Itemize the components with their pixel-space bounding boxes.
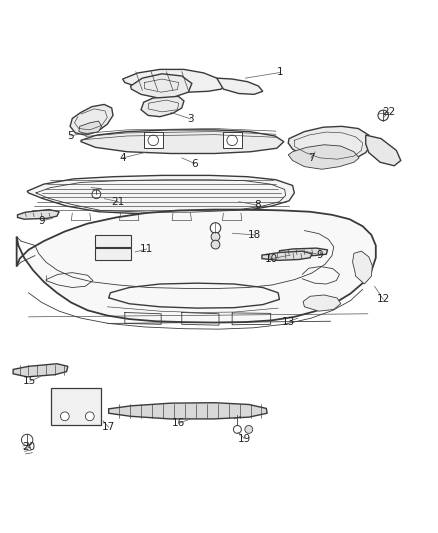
Circle shape xyxy=(21,434,33,446)
Polygon shape xyxy=(131,74,192,98)
Text: 15: 15 xyxy=(23,376,36,386)
Polygon shape xyxy=(70,104,113,135)
FancyBboxPatch shape xyxy=(95,248,131,260)
Polygon shape xyxy=(303,295,341,311)
Text: 5: 5 xyxy=(67,131,74,141)
Polygon shape xyxy=(279,248,328,256)
Text: 21: 21 xyxy=(112,197,125,207)
Text: 16: 16 xyxy=(172,418,185,429)
Circle shape xyxy=(92,190,101,199)
Text: 9: 9 xyxy=(38,216,45,226)
Polygon shape xyxy=(27,175,294,214)
Polygon shape xyxy=(262,251,312,260)
Polygon shape xyxy=(366,135,401,166)
Text: 8: 8 xyxy=(254,200,261,210)
Polygon shape xyxy=(13,364,68,377)
Text: 9: 9 xyxy=(316,249,323,260)
Text: 11: 11 xyxy=(140,244,153,254)
Polygon shape xyxy=(353,251,372,284)
Polygon shape xyxy=(79,121,102,134)
Text: 4: 4 xyxy=(119,153,126,163)
Text: 7: 7 xyxy=(307,153,314,163)
Circle shape xyxy=(245,425,253,433)
Text: 13: 13 xyxy=(282,317,295,327)
Polygon shape xyxy=(17,209,376,322)
Polygon shape xyxy=(217,78,263,94)
Circle shape xyxy=(211,240,220,249)
Circle shape xyxy=(60,412,69,421)
Text: 1: 1 xyxy=(277,68,284,77)
Text: 3: 3 xyxy=(187,114,194,124)
Polygon shape xyxy=(288,145,359,169)
Text: 12: 12 xyxy=(377,294,390,304)
Circle shape xyxy=(233,425,241,433)
Text: 6: 6 xyxy=(191,159,198,168)
Text: 18: 18 xyxy=(248,230,261,240)
Polygon shape xyxy=(141,96,184,117)
Polygon shape xyxy=(18,209,59,219)
Circle shape xyxy=(85,412,94,421)
FancyBboxPatch shape xyxy=(223,133,242,148)
Text: 17: 17 xyxy=(102,422,115,432)
Circle shape xyxy=(211,232,220,241)
Text: 20: 20 xyxy=(22,441,35,451)
Text: 10: 10 xyxy=(265,254,278,264)
Polygon shape xyxy=(109,403,267,419)
FancyBboxPatch shape xyxy=(95,235,131,247)
Text: 19: 19 xyxy=(238,434,251,443)
Text: 22: 22 xyxy=(382,107,396,117)
Circle shape xyxy=(227,135,237,146)
Polygon shape xyxy=(81,130,284,154)
Polygon shape xyxy=(288,126,371,162)
Polygon shape xyxy=(123,69,226,92)
FancyBboxPatch shape xyxy=(51,388,101,425)
Circle shape xyxy=(148,135,159,146)
FancyBboxPatch shape xyxy=(144,133,163,148)
Circle shape xyxy=(378,110,389,120)
Circle shape xyxy=(210,223,221,233)
